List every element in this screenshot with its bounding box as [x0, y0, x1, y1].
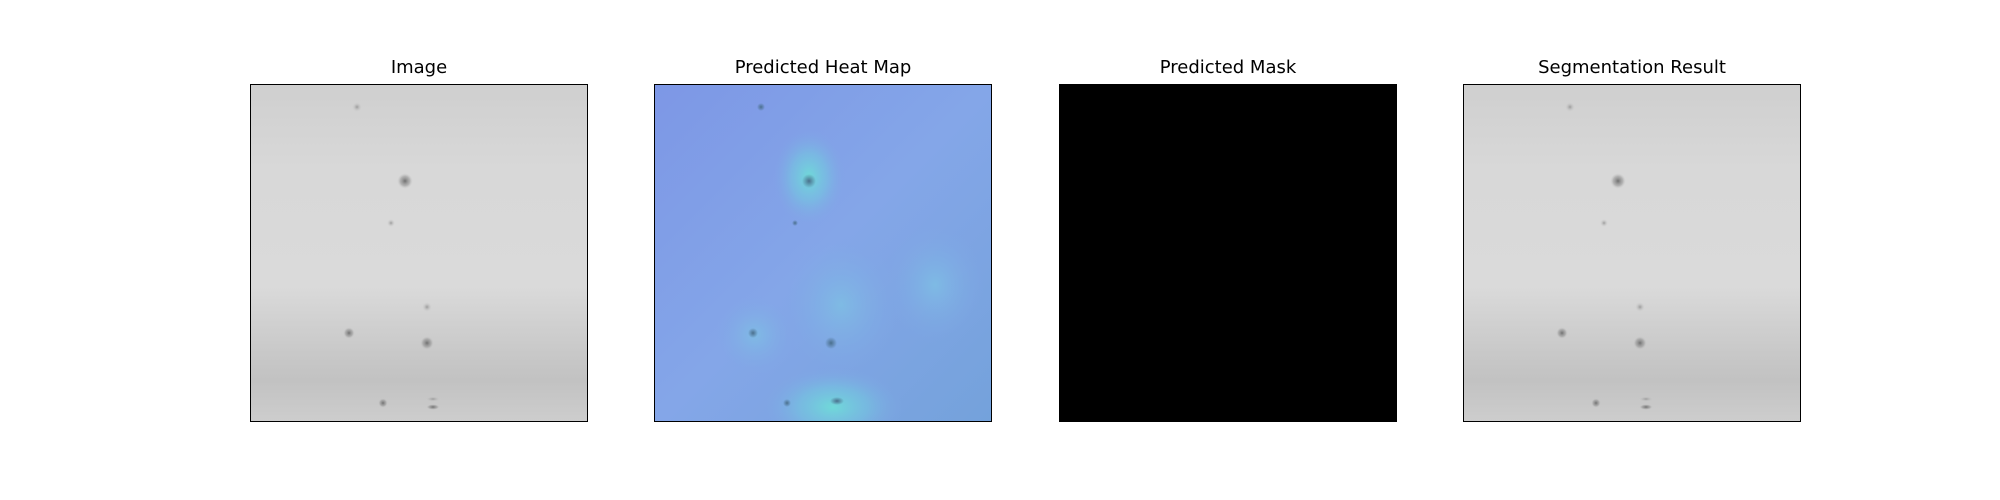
defect-spot [757, 103, 765, 111]
defect-spot [426, 404, 440, 410]
heat-region [763, 367, 903, 421]
panel-segmentation [1463, 84, 1801, 422]
surface-mask [1060, 85, 1396, 421]
defect-spot [422, 302, 432, 312]
defect-spot [387, 219, 395, 227]
defect-spot [783, 399, 791, 407]
defect-spot [1600, 219, 1608, 227]
defect-spot [802, 174, 816, 188]
heat-region [885, 225, 985, 345]
panel-image [250, 84, 588, 422]
defect-spot [825, 337, 837, 349]
surface-segmentation [1464, 85, 1800, 421]
panel-title-segmentation: Segmentation Result [1538, 57, 1726, 78]
surface-heatmap [655, 85, 991, 421]
defect-spot [352, 102, 362, 112]
panel-title-heatmap: Predicted Heat Map [734, 57, 912, 78]
panel-title-mask: Predicted Mask [1159, 57, 1297, 78]
defect-spot [792, 220, 798, 226]
defect-spot [1638, 396, 1654, 402]
defect-spot [1610, 173, 1626, 189]
defect-spot [1639, 404, 1653, 410]
surface-image [251, 85, 587, 421]
defect-spot [1565, 102, 1575, 112]
defect-spot [1556, 327, 1568, 339]
defect-spot [420, 336, 434, 350]
panel-title-image: Image [390, 57, 448, 78]
defect-spot [830, 397, 844, 405]
defect-spot [343, 327, 355, 339]
heat-region [781, 235, 901, 375]
defect-spot [1633, 336, 1647, 350]
defect-spot [425, 396, 441, 402]
panel-mask [1059, 84, 1397, 422]
defect-spot [1591, 398, 1601, 408]
defect-spot [378, 398, 388, 408]
panel-heatmap [654, 84, 992, 422]
defect-spot [748, 328, 758, 338]
defect-spot [1635, 302, 1645, 312]
defect-spot [397, 173, 413, 189]
